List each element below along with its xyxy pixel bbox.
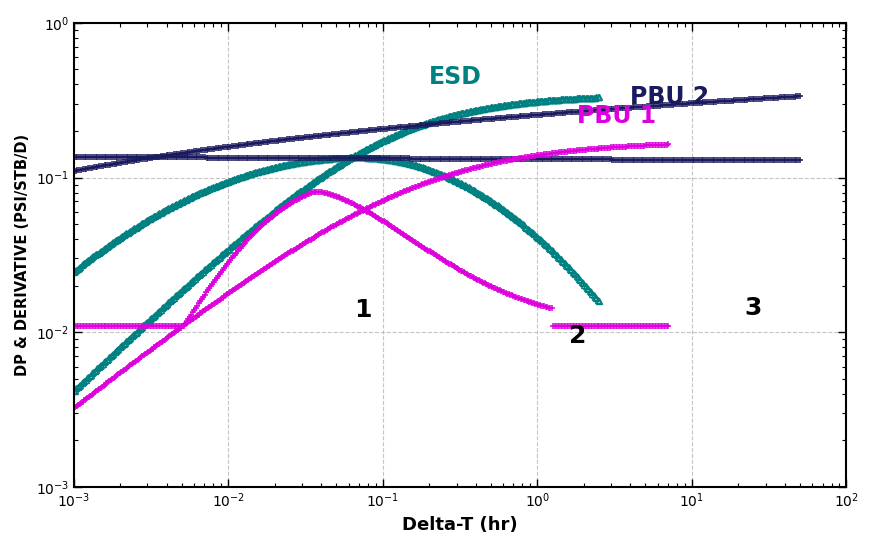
Text: 2: 2 — [569, 324, 586, 348]
Text: PBU 2: PBU 2 — [630, 85, 710, 109]
Text: 3: 3 — [745, 295, 762, 320]
Text: 1: 1 — [354, 298, 371, 322]
Text: PBU 1: PBU 1 — [577, 104, 656, 128]
Y-axis label: DP & DERIVATIVE (PSI/STB/D): DP & DERIVATIVE (PSI/STB/D) — [15, 134, 30, 376]
X-axis label: Delta-T (hr): Delta-T (hr) — [402, 516, 518, 534]
Text: ESD: ESD — [429, 65, 482, 89]
